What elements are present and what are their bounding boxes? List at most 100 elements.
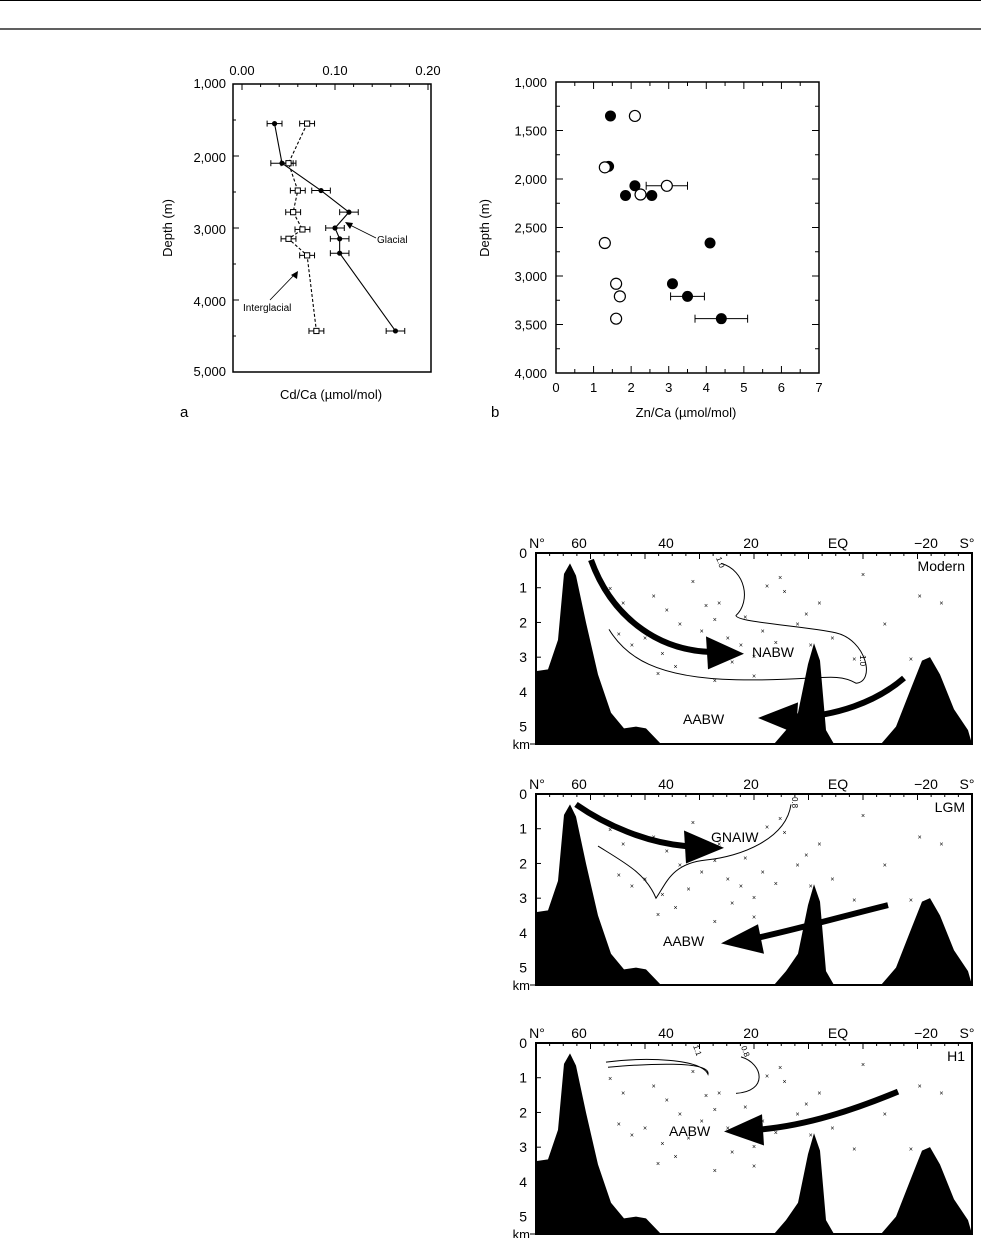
open-point [598,236,611,250]
station-marker: × [730,1150,734,1157]
panel-a-ytick: 4,000 [193,294,226,309]
latitude-label: −20 [914,535,938,551]
station-marker: × [717,1090,721,1097]
nabw-arrowhead [706,636,744,670]
station-marker: × [730,660,734,667]
station-marker: × [726,877,730,884]
panel-b-xticks: 0 1 2 3 4 5 6 7 [552,380,822,395]
panel-a-ytick: 3,000 [193,222,226,237]
station-marker: × [761,870,765,877]
open-point [634,188,647,201]
aabw-arrowhead [724,1114,764,1146]
glacial-arrowhead [345,222,353,229]
station-marker: × [909,898,913,905]
aabw-flow-arrow [790,675,906,721]
station-marker: × [796,1111,800,1118]
station-marker: × [852,657,856,664]
panel-b-ylabel: Depth (m) [477,199,492,257]
station-marker: × [782,589,786,596]
station-marker: × [918,834,922,841]
contour-line [597,804,792,900]
open-point [660,179,673,192]
depth-label: 3 [519,1139,527,1155]
filled-point [666,278,678,290]
glacial-arrow [347,223,377,239]
station-marker: × [765,583,769,590]
panel-a-xtick: 0.10 [322,63,347,78]
station-marker: × [804,853,808,860]
station-marker: × [809,643,813,650]
station-marker: × [673,664,677,671]
station-marker: × [660,1141,664,1148]
km-label: km [513,737,530,752]
water-mass-aabw-modern: AABW [683,711,725,727]
contour-line [608,562,867,684]
panel-a-ytick: 1,000 [193,76,226,91]
station-marker: × [691,1069,695,1076]
interglacial-arrow [269,272,297,301]
depth-label: 2 [519,614,527,630]
panel-b-label: b [491,404,499,421]
glacial-point [346,209,352,215]
water-mass-nabw: NABW [752,644,795,660]
panel-a-ticks [233,83,429,373]
station-marker: × [726,1126,730,1133]
station-marker: × [804,1102,808,1109]
panel-a-ytick: 5,000 [193,364,226,379]
depth-label: 4 [519,684,527,700]
station-marker: × [909,657,913,664]
panel-b-ytick: 2,500 [514,221,547,236]
station-marker: × [782,830,786,837]
glacial-point [271,121,278,127]
panel-b-xtick: 2 [628,380,635,395]
panel-a-label: a [180,404,189,421]
station-marker: × [678,1111,682,1118]
open-point [610,277,623,290]
section-h1: N° 60 40 20 EQ −20 S° 0 1 2 3 4 5 km × × × × × × × × × × × × × × × × ×… [513,1025,975,1238]
station-marker: × [717,600,721,607]
glacial-point [332,225,338,231]
station-marker: × [687,1135,691,1142]
interglacial-arrowhead [291,271,298,279]
glacial-point [392,328,399,334]
filled-point [629,180,641,192]
station-marker: × [665,607,669,614]
station-marker: × [778,816,782,823]
station-marker: × [883,1111,887,1118]
panel-b-yticks: 1,000 1,500 2,000 2,500 3,000 3,500 4,000 [514,75,547,381]
station-marker: × [739,884,743,891]
station-marker: × [713,858,717,865]
panel-b-xtick: 7 [815,380,822,395]
depth-label: 0 [519,545,527,561]
station-marker: × [656,1161,660,1168]
latitude-label: 40 [658,535,674,551]
section-modern: N° 60 40 20 EQ −20 S°012345km×××××××××××××××××… [513,535,975,752]
contour-line [605,1059,709,1076]
station-marker: × [778,1065,782,1072]
section-lgm: N° 60 40 20 EQ −20 S°012345km×××××××××××××××××… [513,776,975,993]
panel-b-ticks [555,81,820,374]
filled-point [620,189,632,201]
station-marker: × [861,813,865,820]
station-marker: × [918,1083,922,1090]
station-marker: × [673,1154,677,1161]
station-marker: × [656,671,660,678]
panel-b-xtick: 5 [740,380,747,395]
panel-a-ytick: 2,000 [193,150,226,165]
filled-point [604,110,616,122]
station-marker: × [713,678,717,685]
station-marker: × [752,895,756,902]
station-marker: × [774,640,778,647]
km-label: km [513,1227,530,1238]
station-marker: × [761,1119,765,1126]
panel-a-xtick: 0.20 [415,63,440,78]
station-marker: × [730,901,734,908]
station-marker: × [643,1126,647,1133]
station-marker: × [939,1090,943,1097]
station-marker: × [743,855,747,862]
panel-b-ytick: 1,000 [514,75,547,90]
glacial-point [337,236,343,242]
seafloor-bathymetry [536,804,972,985]
depth-label: 3 [519,890,527,906]
water-mass-aabw-lgm: AABW [663,933,705,949]
